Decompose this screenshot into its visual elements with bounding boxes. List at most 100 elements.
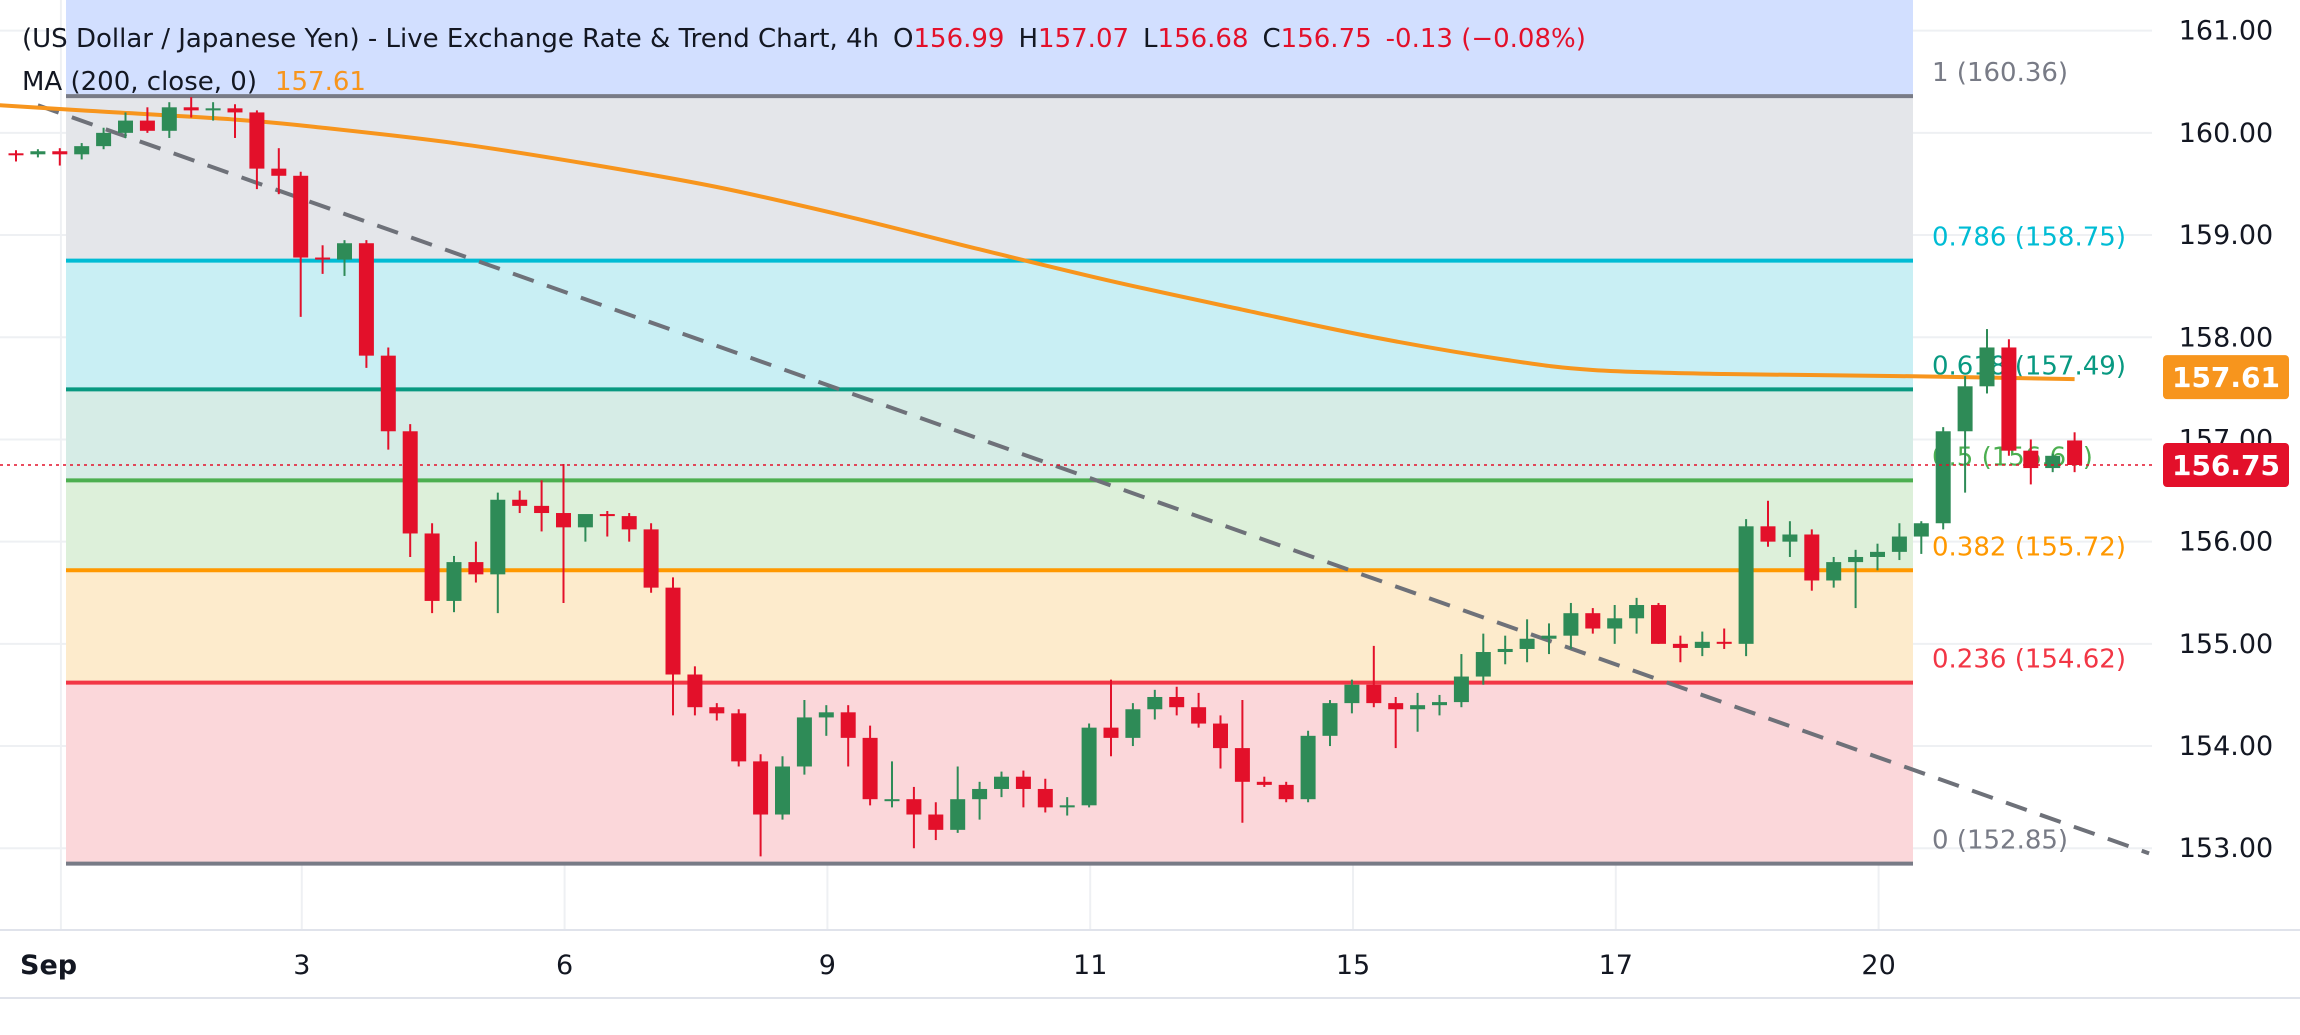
candle-down[interactable] bbox=[2001, 339, 2017, 456]
candle-down[interactable] bbox=[424, 523, 440, 614]
candle-down[interactable] bbox=[1169, 686, 1185, 716]
x-axis[interactable]: Sep 3 6 9 11 15 17 20 bbox=[20, 950, 1896, 981]
candle-down[interactable] bbox=[599, 510, 615, 537]
candle-up[interactable] bbox=[1957, 376, 1973, 493]
candle-down[interactable] bbox=[1234, 700, 1250, 823]
candle-up[interactable] bbox=[1935, 427, 1951, 530]
candle-down[interactable] bbox=[1804, 529, 1820, 591]
candle-up[interactable] bbox=[1979, 329, 1995, 394]
y-axis[interactable]: 153.00154.00155.00156.00157.00158.00159.… bbox=[2179, 16, 2273, 865]
candle-up[interactable] bbox=[1607, 605, 1623, 644]
candle-down[interactable] bbox=[1760, 500, 1776, 547]
candle-up[interactable] bbox=[161, 102, 177, 138]
candle-down[interactable] bbox=[512, 490, 528, 514]
candle-down[interactable] bbox=[709, 703, 725, 721]
candle-down[interactable] bbox=[468, 541, 484, 583]
candle-up[interactable] bbox=[1694, 631, 1710, 657]
candle-up[interactable] bbox=[1475, 633, 1491, 685]
candle-up[interactable] bbox=[1826, 556, 1842, 588]
candle-up[interactable] bbox=[1913, 521, 1929, 554]
candle-down[interactable] bbox=[1037, 778, 1053, 813]
candle-up[interactable] bbox=[1125, 703, 1141, 747]
candle-down[interactable] bbox=[402, 424, 418, 557]
candle-down[interactable] bbox=[139, 107, 155, 133]
candle-up[interactable] bbox=[1344, 679, 1360, 714]
candle-up[interactable] bbox=[1410, 692, 1426, 732]
candle-down[interactable] bbox=[1672, 635, 1688, 663]
candle-up[interactable] bbox=[1453, 654, 1469, 708]
candle-down[interactable] bbox=[928, 802, 944, 841]
candle-down[interactable] bbox=[227, 104, 243, 138]
ma-200-line[interactable] bbox=[0, 102, 2075, 382]
candle-down[interactable] bbox=[1103, 679, 1119, 757]
candle-up[interactable] bbox=[818, 705, 834, 736]
candle-up[interactable] bbox=[1541, 623, 1557, 655]
candle-up[interactable] bbox=[1782, 521, 1798, 557]
candle-down[interactable] bbox=[556, 463, 571, 603]
candle-down[interactable] bbox=[8, 150, 24, 162]
candle-up[interactable] bbox=[796, 700, 812, 775]
candle-down[interactable] bbox=[380, 347, 396, 450]
candle-down[interactable] bbox=[1015, 770, 1031, 808]
candle-up[interactable] bbox=[446, 555, 462, 613]
candle-up[interactable] bbox=[1563, 602, 1579, 649]
candle-down[interactable] bbox=[1213, 715, 1228, 769]
candle-up[interactable] bbox=[490, 492, 506, 614]
candle-up[interactable] bbox=[1891, 523, 1907, 561]
candle-down[interactable] bbox=[687, 666, 703, 716]
candle-down[interactable] bbox=[1651, 602, 1666, 644]
candle-down[interactable] bbox=[293, 171, 309, 317]
candle-down[interactable] bbox=[1716, 628, 1732, 649]
candle-up[interactable] bbox=[950, 766, 966, 833]
candle-down[interactable] bbox=[621, 513, 637, 542]
candle-down[interactable] bbox=[183, 97, 199, 118]
candle-up[interactable] bbox=[1432, 694, 1447, 716]
candle-down[interactable] bbox=[1191, 692, 1207, 728]
candle-up[interactable] bbox=[2045, 453, 2061, 473]
candle-down[interactable] bbox=[1585, 608, 1601, 634]
candle-down[interactable] bbox=[315, 245, 331, 274]
candle-up[interactable] bbox=[1738, 519, 1754, 657]
candle-down[interactable] bbox=[643, 523, 659, 593]
candle-down[interactable] bbox=[1278, 781, 1294, 803]
candle-up[interactable] bbox=[994, 771, 1009, 798]
candle-up[interactable] bbox=[775, 756, 790, 820]
candle-down[interactable] bbox=[1366, 645, 1382, 708]
candle-down[interactable] bbox=[1256, 776, 1272, 787]
candle-down[interactable] bbox=[862, 725, 878, 806]
candle-up[interactable] bbox=[884, 761, 900, 808]
candle-up[interactable] bbox=[30, 149, 46, 158]
candle-up[interactable] bbox=[972, 781, 988, 820]
candle-up[interactable] bbox=[1147, 689, 1163, 720]
candle-up[interactable] bbox=[1300, 730, 1316, 803]
candle-up[interactable] bbox=[1497, 635, 1513, 665]
trend-line[interactable] bbox=[37, 103, 2150, 856]
candle-up[interactable] bbox=[118, 112, 133, 138]
candle-down[interactable] bbox=[906, 786, 922, 849]
candle-up[interactable] bbox=[1059, 797, 1075, 816]
candle-up[interactable] bbox=[1081, 723, 1097, 808]
candle-down[interactable] bbox=[534, 480, 550, 532]
candle-down[interactable] bbox=[840, 705, 856, 767]
candle-down[interactable] bbox=[52, 148, 68, 166]
candle-down[interactable] bbox=[271, 148, 287, 195]
candle-up[interactable] bbox=[1848, 549, 1864, 609]
candle-up[interactable] bbox=[1629, 597, 1645, 634]
last-price-tag[interactable]: 156.75 bbox=[2163, 443, 2289, 487]
candle-up[interactable] bbox=[1870, 543, 1885, 571]
ma-price-tag[interactable]: 157.61 bbox=[2163, 355, 2289, 400]
candle-down[interactable] bbox=[731, 709, 747, 767]
candle-down[interactable] bbox=[249, 110, 265, 190]
candle-up[interactable] bbox=[1519, 619, 1535, 663]
candle-up[interactable] bbox=[577, 514, 593, 542]
candle-up[interactable] bbox=[205, 102, 221, 121]
candle-down[interactable] bbox=[2023, 439, 2039, 485]
candle-down[interactable] bbox=[358, 240, 374, 368]
candle-down[interactable] bbox=[753, 754, 769, 857]
candle-down[interactable] bbox=[665, 577, 681, 716]
candle-up[interactable] bbox=[1322, 700, 1338, 747]
candle-up[interactable] bbox=[96, 127, 112, 150]
candle-up[interactable] bbox=[337, 240, 352, 276]
